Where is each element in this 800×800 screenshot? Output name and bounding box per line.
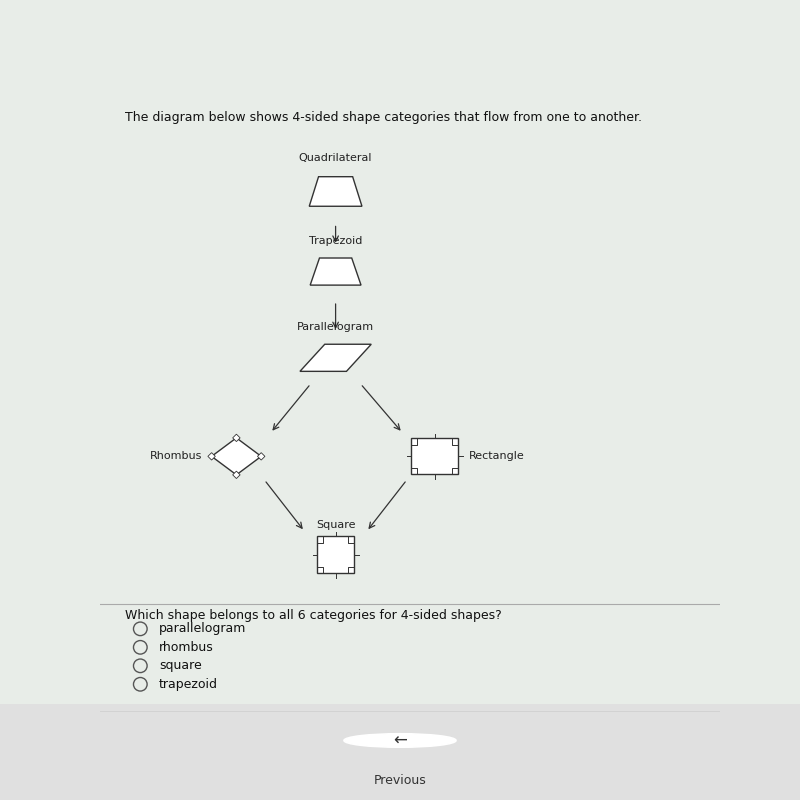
Polygon shape bbox=[211, 438, 262, 475]
Text: parallelogram: parallelogram bbox=[159, 622, 246, 635]
Polygon shape bbox=[300, 344, 371, 371]
Polygon shape bbox=[208, 453, 215, 460]
Text: The diagram below shows 4-sided shape categories that flow from one to another.: The diagram below shows 4-sided shape ca… bbox=[125, 111, 642, 124]
Text: trapezoid: trapezoid bbox=[159, 678, 218, 690]
Polygon shape bbox=[258, 453, 265, 460]
Text: rhombus: rhombus bbox=[159, 641, 214, 654]
Text: Quadrilateral: Quadrilateral bbox=[299, 153, 372, 162]
Text: Which shape belongs to all 6 categories for 4-sided shapes?: Which shape belongs to all 6 categories … bbox=[125, 609, 502, 622]
Text: Rhombus: Rhombus bbox=[150, 451, 202, 462]
Text: ←: ← bbox=[393, 731, 407, 750]
Text: Square: Square bbox=[316, 520, 355, 530]
Polygon shape bbox=[310, 258, 361, 285]
Text: square: square bbox=[159, 659, 202, 672]
Text: Parallelogram: Parallelogram bbox=[297, 322, 374, 332]
Polygon shape bbox=[310, 177, 362, 206]
Bar bbox=[411, 438, 458, 474]
Text: Previous: Previous bbox=[374, 774, 426, 787]
Text: Trapezoid: Trapezoid bbox=[309, 236, 362, 246]
Polygon shape bbox=[233, 434, 240, 442]
Text: Rectangle: Rectangle bbox=[469, 451, 525, 462]
Polygon shape bbox=[233, 471, 240, 478]
Bar bbox=[317, 537, 354, 574]
Circle shape bbox=[344, 734, 456, 747]
